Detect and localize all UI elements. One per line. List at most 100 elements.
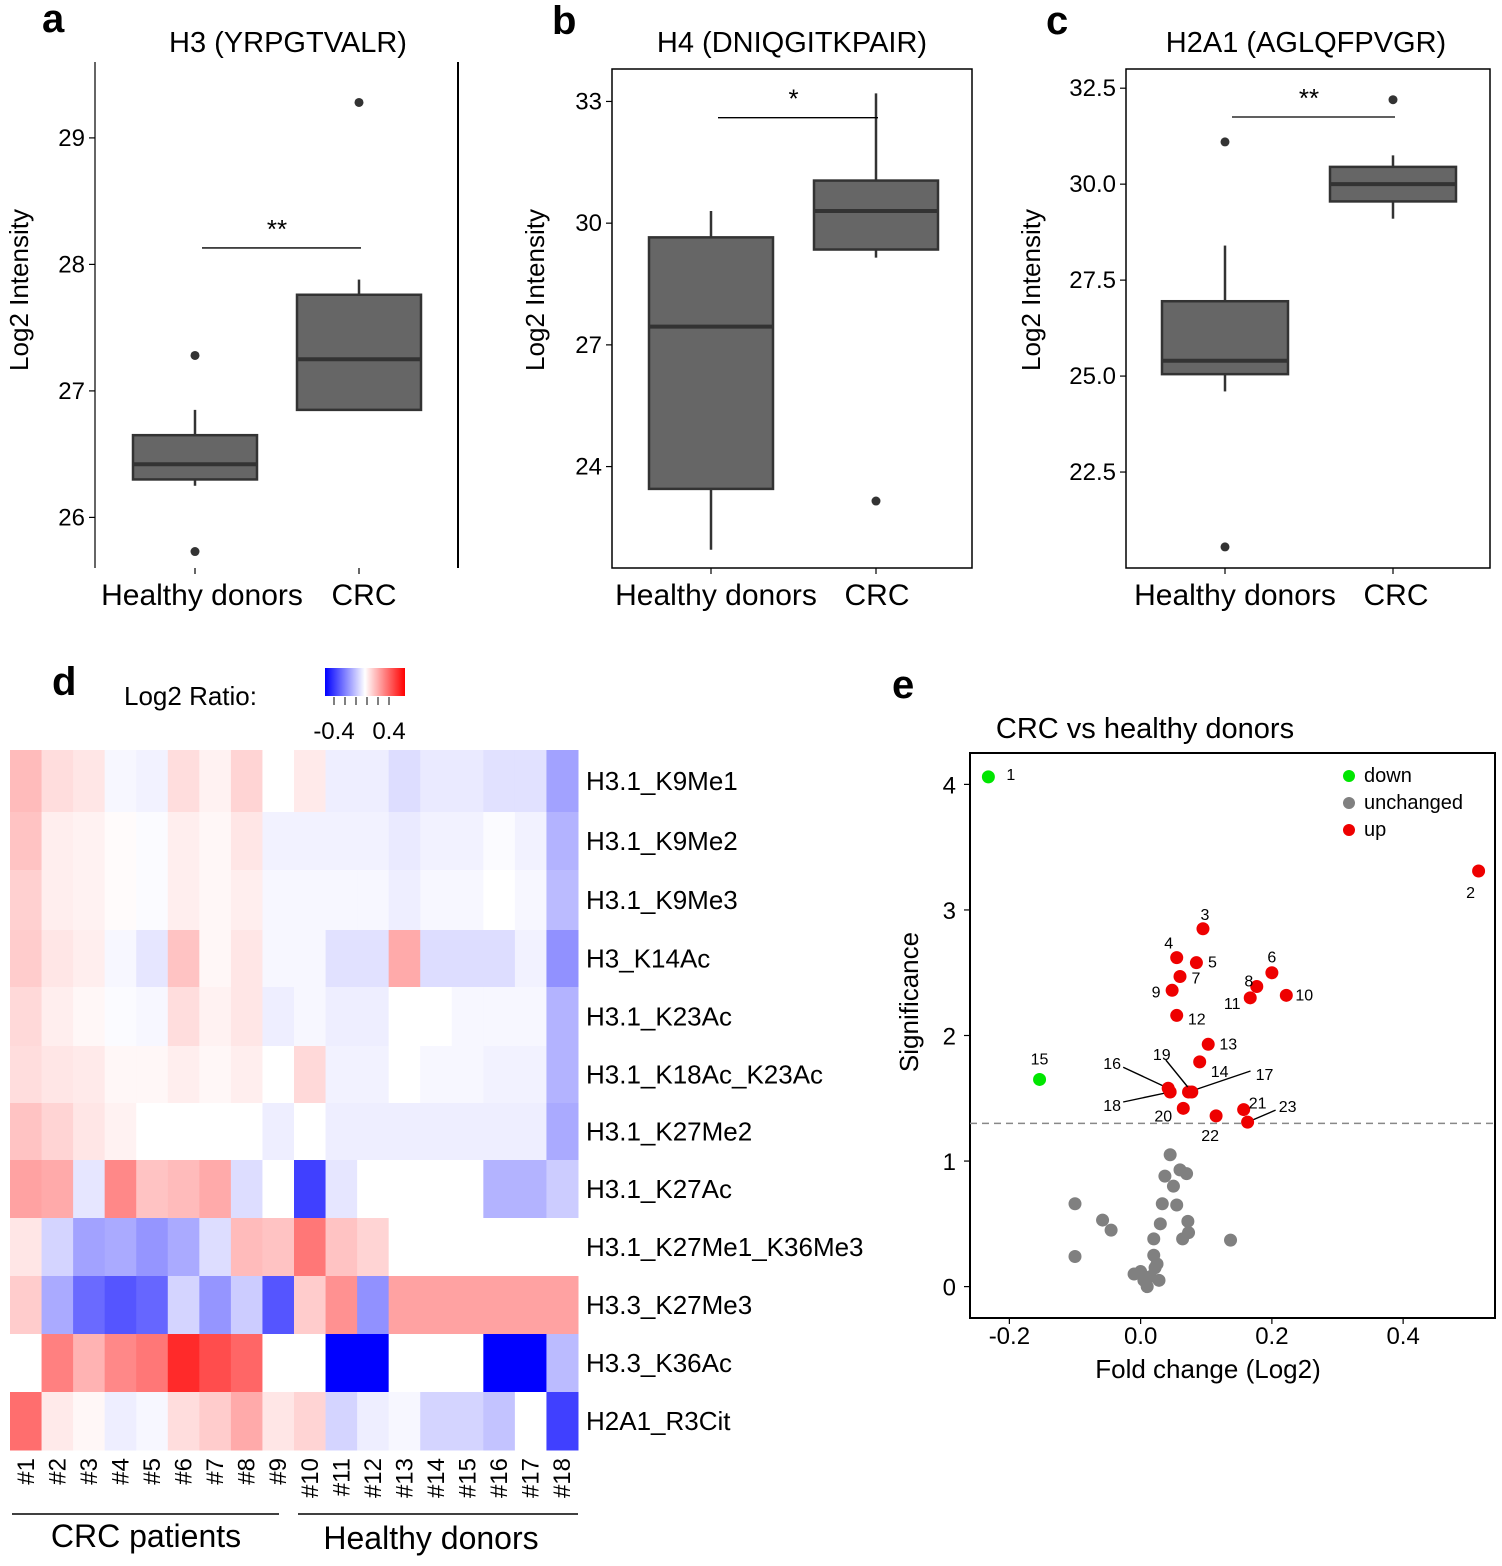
- panel-a-ylabel: Log2 Intensity: [4, 209, 34, 371]
- heatmap-cell: [73, 812, 106, 871]
- heatmap-cell: [199, 1392, 232, 1451]
- heatmap-cell: [483, 750, 516, 813]
- heatmap-cell: [325, 1218, 358, 1277]
- volcano-point-unchanged: [1068, 1249, 1082, 1263]
- heatmap-cell: [325, 1334, 358, 1393]
- heatmap-cell: [294, 870, 327, 931]
- heatmap-cell: [230, 1276, 263, 1335]
- heatmap-cell: [388, 1103, 421, 1161]
- volcano-point-unchanged: [1182, 1226, 1196, 1240]
- significance-stars: *: [788, 84, 798, 114]
- box-body-crc: [295, 293, 423, 412]
- volcano-point-label: 12: [1188, 1011, 1206, 1028]
- heatmap-cell: [73, 1046, 106, 1104]
- volcano-point-label: 7: [1192, 970, 1201, 987]
- heatmap-cell: [167, 1392, 200, 1451]
- heatmap-cell: [357, 1392, 390, 1451]
- heatmap-cell: [325, 1046, 358, 1104]
- volcano-point-label: 19: [1153, 1047, 1171, 1064]
- heatmap-cell: [483, 870, 516, 931]
- heatmap-cell: [325, 987, 358, 1047]
- heatmap-cell: [10, 1392, 43, 1451]
- heatmap-cell: [10, 930, 43, 988]
- heatmap-cell: [420, 870, 453, 931]
- heatmap-cell: [136, 1046, 169, 1104]
- heatmap-cell: [451, 1046, 484, 1104]
- volcano-point-up: [1173, 969, 1187, 983]
- heatmap-cell: [230, 987, 263, 1047]
- heatmap-cell: [136, 1160, 169, 1219]
- volcano-point-unchanged: [1224, 1233, 1238, 1247]
- panel-b-frame: [611, 68, 973, 569]
- heatmap-cell: [199, 1046, 232, 1104]
- heatmap-cell: [41, 987, 74, 1047]
- heatmap-cell: [199, 1218, 232, 1277]
- heatmap-cell: [451, 1392, 484, 1451]
- heatmap-cell: [73, 1160, 106, 1219]
- heatmap-cell: [514, 750, 547, 813]
- heatmap-cell: [167, 987, 200, 1047]
- heatmap-cell: [451, 1103, 484, 1161]
- volcano-point-unchanged: [1166, 1179, 1180, 1193]
- heatmap-cell: [325, 1392, 358, 1451]
- volcano-point-up: [1237, 1103, 1251, 1117]
- heatmap-cell: [199, 930, 232, 988]
- volcano-point-label: 18: [1103, 1098, 1121, 1115]
- heatmap-cell: [483, 987, 516, 1047]
- legend-label-up: up: [1364, 819, 1386, 841]
- volcano-point-up: [1185, 1085, 1199, 1099]
- volcano-point-unchanged: [1163, 1148, 1177, 1162]
- heatmap-column-label: #16: [486, 1458, 513, 1498]
- volcano-point-label: 13: [1219, 1036, 1237, 1053]
- heatmap-row-label: H3.3_K36Ac: [586, 1348, 732, 1378]
- panel-c-ytick-label: 25.0: [1069, 363, 1116, 390]
- heatmap-cell: [514, 1218, 547, 1277]
- heatmap-column-label: #13: [391, 1458, 418, 1498]
- heatmap-cell: [451, 870, 484, 931]
- panel-e-ytick-label: 0: [943, 1275, 956, 1302]
- volcano-point-label: 21: [1249, 1096, 1267, 1113]
- heatmap-cell: [230, 750, 263, 813]
- volcano-point-label: 20: [1154, 1108, 1172, 1125]
- heatmap-column-label: #17: [518, 1458, 545, 1498]
- heatmap-row-label: H3_K14Ac: [586, 944, 710, 974]
- point-leader-line: [1122, 1066, 1169, 1089]
- heatmap-cell: [388, 1392, 421, 1451]
- volcano-point-down: [1033, 1072, 1047, 1086]
- heatmap-cell: [357, 930, 390, 988]
- heatmap-cell: [483, 930, 516, 988]
- heatmap-cell: [136, 1392, 169, 1451]
- heatmap-cell: [41, 750, 74, 813]
- panel-e-ytick-label: 1: [943, 1149, 956, 1176]
- panel-letter-b: b: [552, 0, 576, 43]
- volcano-point-up: [1189, 956, 1203, 970]
- volcano-point-unchanged: [1104, 1223, 1118, 1237]
- heatmap-cell: [41, 870, 74, 931]
- heatmap-cell: [325, 930, 358, 988]
- heatmap-cell: [73, 1103, 106, 1161]
- heatmap-cell: [514, 1046, 547, 1104]
- heatmap-column-labels: #1 #2 #3 #4 #5 #6 #7 #8 #9 #10 #11 #12 #13 #14 #15 #16 #…: [13, 1458, 576, 1498]
- legend-label-unchanged: unchanged: [1364, 792, 1463, 814]
- heatmap-cell: [388, 1160, 421, 1219]
- heatmap-cell: [136, 1334, 169, 1393]
- heatmap-cell: [10, 812, 43, 871]
- volcano-point-label: 11: [1224, 996, 1241, 1013]
- box-body-healthy: [131, 433, 259, 481]
- volcano-point-up: [1241, 1115, 1255, 1129]
- heatmap-column-label: #5: [139, 1458, 166, 1485]
- heatmap-cell: [357, 812, 390, 871]
- heatmap-cell: [167, 1276, 200, 1335]
- box-outlier: [354, 97, 364, 107]
- panel-b-ytick-label: 33: [575, 88, 602, 115]
- heatmap-cell: [451, 930, 484, 988]
- volcano-point-label: 6: [1267, 950, 1276, 967]
- heatmap-cell: [73, 930, 106, 988]
- panel-a-category-crc: CRC: [332, 579, 397, 612]
- heatmap-cell: [104, 1334, 137, 1393]
- heatmap-cell: [199, 1334, 232, 1393]
- heatmap-column-label: #8: [234, 1458, 261, 1485]
- panel-b-ylabel: Log2 Intensity: [520, 209, 550, 371]
- heatmap-cell: [514, 1103, 547, 1161]
- heatmap-cell: [325, 750, 358, 813]
